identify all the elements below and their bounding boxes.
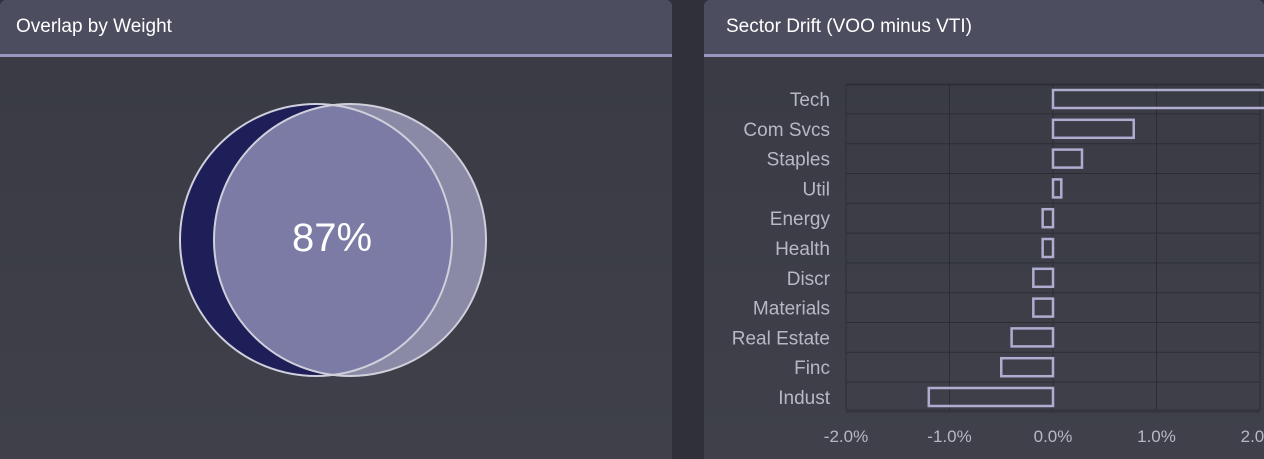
category-label: Finc xyxy=(794,358,830,379)
category-label: Materials xyxy=(753,299,830,320)
x-tick-label: -2.0% xyxy=(824,427,868,446)
overlap-panel-body: 87% xyxy=(0,60,672,459)
bar-finc xyxy=(1000,356,1055,378)
bar-real-estate xyxy=(1010,327,1055,348)
sector-drift-panel: Sector Drift (VOO minus VTI) Tech Com Svc… xyxy=(704,0,1264,459)
bar-health xyxy=(1041,237,1055,259)
venn-diagram xyxy=(179,103,487,377)
sector-drift-panel-body: Tech Com Svcs Staples Util Energy Health Discr… xyxy=(704,60,1264,459)
x-tick-label: 1.0% xyxy=(1137,427,1176,446)
chart-bars xyxy=(927,88,1264,408)
venn-left-outline xyxy=(179,103,453,377)
bar-tech xyxy=(1051,88,1264,110)
category-label: Discr xyxy=(787,269,831,290)
bar-util xyxy=(1051,178,1063,199)
category-label: Tech xyxy=(790,90,830,111)
chart-tick-labels: -2.0% -1.0% 0.0% 1.0% 2.0% xyxy=(824,427,1264,446)
overlap-panel-title: Overlap by Weight xyxy=(16,16,172,37)
category-label: Staples xyxy=(767,150,830,171)
venn-intersection xyxy=(214,104,452,376)
overlap-percent-label: 87% xyxy=(291,216,373,260)
overlap-panel: Overlap by Weight 87% xyxy=(0,0,672,459)
x-tick-label: 2.0% xyxy=(1241,427,1264,446)
bar-materials xyxy=(1032,297,1055,318)
bar-staples xyxy=(1051,148,1084,169)
sector-drift-chart: Tech Com Svcs Staples Util Energy Health Discr… xyxy=(732,83,1264,446)
x-tick-label: 0.0% xyxy=(1034,427,1073,446)
bar-discr xyxy=(1032,267,1055,289)
chart-category-labels: Tech Com Svcs Staples Util Energy Health Discr… xyxy=(732,90,831,409)
category-label: Energy xyxy=(770,209,831,230)
x-tick-label: -1.0% xyxy=(927,427,971,446)
chart-grid xyxy=(845,83,1261,413)
venn-right-outline xyxy=(213,103,487,377)
bar-indust xyxy=(927,386,1055,408)
sector-drift-panel-title: Sector Drift (VOO minus VTI) xyxy=(726,16,972,37)
category-label: Indust xyxy=(778,388,830,409)
bar-com-svcs xyxy=(1051,118,1135,140)
bar-energy xyxy=(1041,207,1055,229)
overlap-panel-header: Overlap by Weight xyxy=(0,0,672,57)
category-label: Com Svcs xyxy=(743,120,830,141)
category-label: Util xyxy=(803,179,830,200)
category-label: Real Estate xyxy=(732,328,830,349)
sector-drift-panel-header: Sector Drift (VOO minus VTI) xyxy=(704,0,1264,57)
category-label: Health xyxy=(775,239,830,260)
